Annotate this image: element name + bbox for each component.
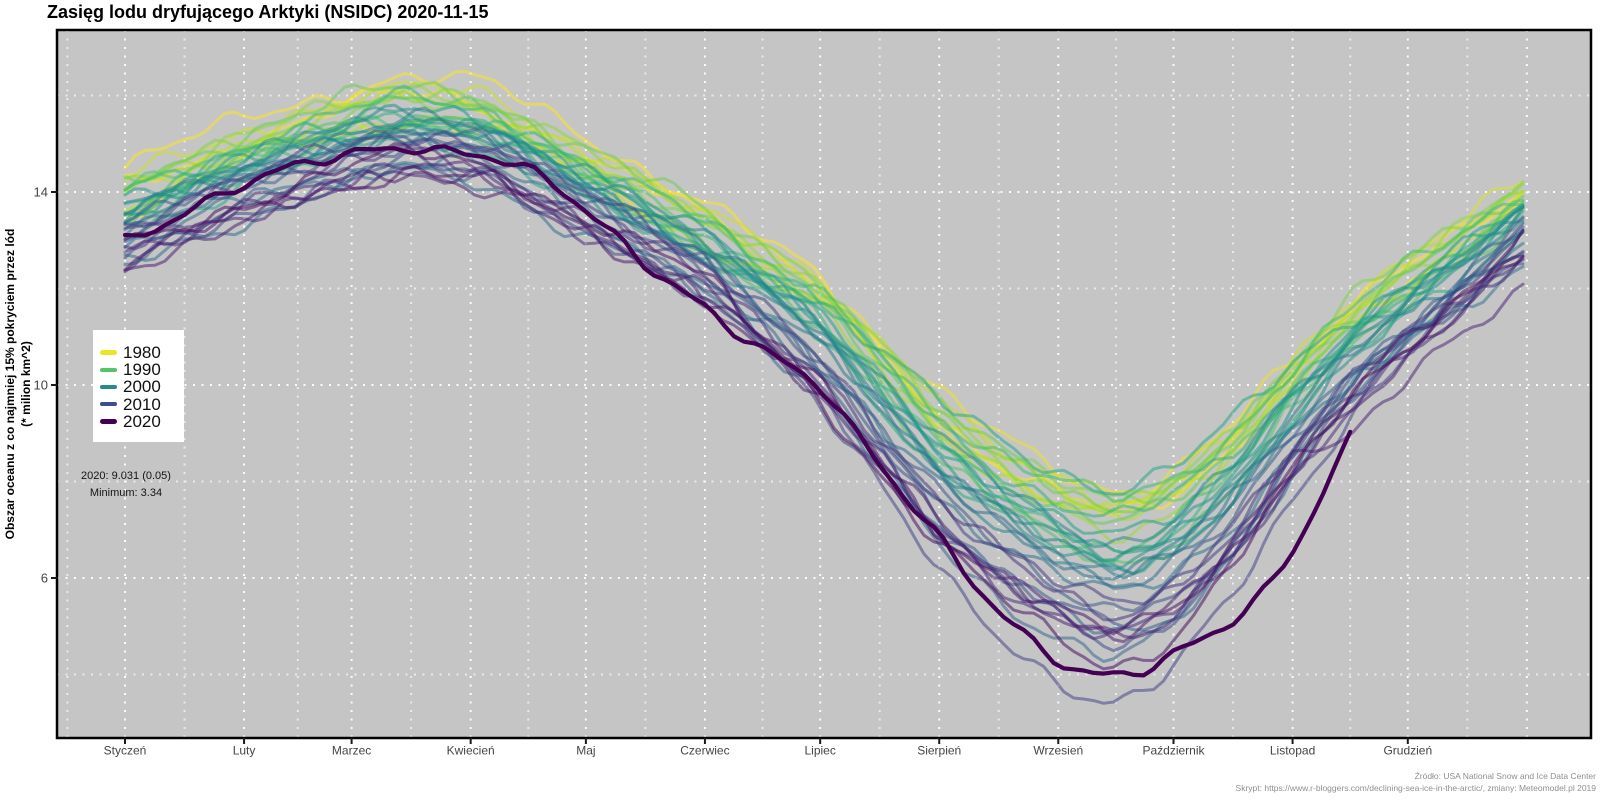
x-tick-label: Wrzesień: [1033, 744, 1083, 758]
legend-color-chip-2010: [100, 401, 117, 407]
series-line-2012: [123, 134, 1525, 705]
x-tick-label: Czerwiec: [680, 744, 729, 758]
legend-item-1980: 1980: [100, 344, 184, 361]
series-lines: [122, 69, 1525, 705]
y-tick-label: 10: [34, 378, 48, 393]
page-title: Zasięg lodu dryfującego Arktyki (NSIDC) …: [47, 2, 489, 22]
chart-generated-layer: Styczeń Luty Marzec Kwiecień Maj Czerwiec Lipi…: [34, 28, 1593, 758]
x-tick-label: Grudzień: [1383, 744, 1432, 758]
x-tick-label: Kwiecień: [447, 744, 495, 758]
series-line-2020: [122, 144, 1353, 678]
x-tick-label: Październik: [1142, 744, 1205, 758]
y-tick-label: 14: [34, 185, 48, 200]
legend-item-2000: 2000: [100, 378, 184, 395]
legend-color-chip-2000: [100, 384, 117, 390]
y-axis-label: Obszar oceanu z co najmniej 15% pokrycie…: [3, 229, 17, 540]
legend-item-2010: 2010: [100, 396, 184, 413]
series-line-2018: [123, 164, 1525, 636]
axes: Styczeń Luty Marzec Kwiecień Maj Czerwiec Lipi…: [34, 185, 1433, 758]
y-axis-units-label: (* milion km^2): [19, 341, 33, 427]
legend-color-chip-2020: [100, 419, 117, 424]
x-tick-label: Styczeń: [104, 744, 147, 758]
legend-label: 2010: [123, 394, 161, 414]
legend-color-chip-1990: [100, 367, 117, 373]
x-tick-label: Listopad: [1270, 744, 1315, 758]
legend-label: 2020: [123, 411, 161, 431]
annotation-current-value: 2020: 9.031 (0.05): [81, 470, 171, 482]
script-line: Skrypt: https://www.r-bloggers.com/decli…: [1235, 782, 1596, 793]
source-line: Źródło: USA National Snow and Ice Data C…: [1414, 771, 1596, 781]
legend-color-chip-1980: [100, 350, 117, 355]
x-tick-label: Luty: [233, 744, 256, 758]
series-line-2019: [123, 142, 1525, 671]
legend-label: 1980: [123, 343, 161, 363]
legend-item-2020: 2020: [100, 413, 184, 430]
source-credits: Źródło: USA National Snow and Ice Data C…: [1236, 771, 1596, 794]
y-tick-label: 6: [41, 571, 48, 586]
legend-label: 2000: [123, 377, 161, 397]
annotation: 2020: 9.031 (0.05) Minimum: 3.34: [16, 468, 236, 501]
annotation-minimum: Minimum: 3.34: [89, 486, 163, 499]
legend: 1980 1990 2000 2010 2020: [93, 330, 184, 442]
legend-label: 1990: [123, 360, 161, 380]
series-line-2016: [123, 160, 1525, 640]
x-tick-label: Maj: [576, 744, 595, 758]
series-line-2003: [123, 106, 1525, 580]
x-tick-label: Marzec: [332, 744, 371, 758]
x-tick-label: Sierpień: [917, 744, 961, 758]
series-line-2001: [123, 103, 1525, 549]
legend-item-1990: 1990: [100, 361, 184, 378]
series-line-2009: [123, 129, 1525, 613]
x-tick-label: Lipiec: [804, 744, 835, 758]
